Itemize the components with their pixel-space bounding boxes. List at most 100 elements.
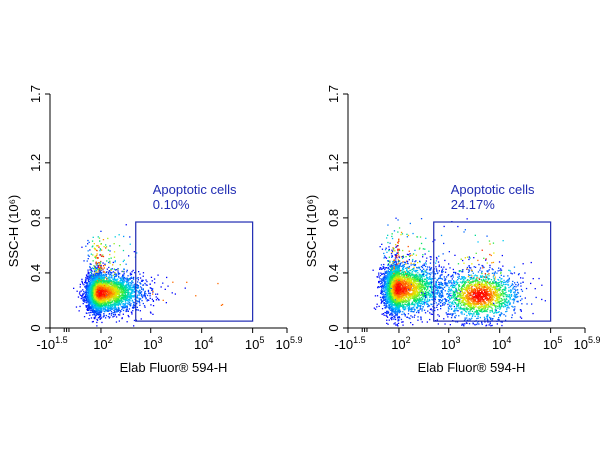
event-dot [119, 301, 121, 303]
event-dot [109, 283, 111, 285]
event-dot [96, 299, 98, 301]
event-dot [98, 298, 100, 300]
event-dot [124, 286, 126, 289]
event-dot [129, 282, 131, 284]
event-dot [88, 255, 90, 257]
event-dot [97, 311, 99, 313]
event-dot [85, 294, 87, 296]
apoptotic-gate-left: Apoptotic cells 0.10% [135, 182, 254, 322]
event-dot [105, 275, 108, 277]
event-dot [110, 284, 112, 286]
event-dot [402, 307, 404, 309]
event-dot [119, 273, 121, 275]
event-dot [113, 299, 115, 302]
event-dot [128, 285, 130, 287]
event-dot [101, 277, 104, 279]
event-dot [119, 285, 122, 287]
event-dot [118, 308, 120, 310]
event-dot [436, 291, 439, 293]
event-dot [149, 292, 151, 294]
event-dot [119, 312, 121, 314]
event-dot [89, 311, 92, 313]
event-dot [93, 311, 95, 313]
event-dot [87, 309, 90, 311]
event-dot [403, 271, 406, 273]
event-dot [107, 237, 109, 240]
event-dot [115, 294, 117, 296]
event-dot [114, 288, 116, 290]
event-dot [127, 280, 129, 282]
event-dot [85, 276, 87, 279]
event-dot [405, 293, 407, 295]
right-plot-panel: Apoptotic cells 24.17% 00.40.81.21.7-101… [304, 85, 600, 375]
event-dot [129, 297, 131, 299]
event-dot [133, 288, 136, 290]
event-dot [87, 239, 89, 242]
event-dot [104, 281, 106, 284]
event-dot [90, 288, 92, 290]
event-dot [120, 299, 123, 301]
event-dot [102, 262, 104, 264]
event-dot [406, 276, 408, 278]
event-dot [381, 290, 383, 292]
event-dot [103, 307, 106, 309]
event-dot [132, 269, 134, 272]
event-dot [85, 292, 87, 294]
event-dot [461, 323, 463, 325]
event-dot [121, 279, 123, 281]
event-dot [115, 300, 118, 303]
event-dot [111, 272, 113, 274]
event-dot [132, 292, 134, 294]
event-dot [110, 290, 113, 292]
event-dot [122, 285, 124, 287]
event-dot [430, 258, 432, 261]
event-dot [116, 269, 118, 271]
event-dot [140, 318, 142, 320]
event-dot [83, 300, 85, 302]
event-dot [409, 275, 411, 277]
event-dot [103, 246, 105, 248]
event-dot [396, 323, 398, 325]
event-dot [112, 280, 114, 283]
event-dot [102, 286, 104, 289]
event-dot [122, 300, 124, 302]
event-dot [108, 290, 111, 292]
event-dot [93, 279, 95, 281]
event-dot [117, 296, 120, 298]
event-dot [100, 280, 102, 282]
event-dot [100, 276, 102, 278]
event-dot [118, 245, 121, 247]
event-dot [104, 317, 107, 319]
event-dot [128, 289, 130, 291]
event-dot [125, 306, 127, 308]
event-dot [105, 290, 108, 292]
event-dot [97, 272, 99, 274]
event-dot [115, 287, 117, 289]
event-dot [117, 270, 119, 272]
event-dot [115, 275, 117, 277]
event-dot [106, 293, 108, 295]
event-dot [115, 304, 117, 307]
event-dot [88, 283, 90, 285]
event-dot [109, 301, 112, 304]
event-dot [89, 263, 91, 265]
event-dot [423, 295, 425, 297]
event-dot [86, 302, 88, 304]
event-dot [122, 296, 125, 298]
event-dot [101, 289, 103, 291]
event-dot [95, 279, 97, 281]
event-dot [101, 284, 103, 286]
event-dot [104, 291, 107, 294]
event-dot [107, 301, 109, 304]
event-dot [139, 298, 141, 300]
event-dot [90, 301, 92, 303]
event-dot [94, 277, 96, 280]
event-dot [83, 290, 85, 293]
event-dot [130, 282, 132, 284]
event-dot [110, 276, 113, 278]
event-dot [91, 302, 94, 304]
event-dot [99, 271, 102, 273]
event-dot [97, 298, 99, 301]
event-dot [124, 291, 127, 293]
event-dot [102, 298, 104, 301]
